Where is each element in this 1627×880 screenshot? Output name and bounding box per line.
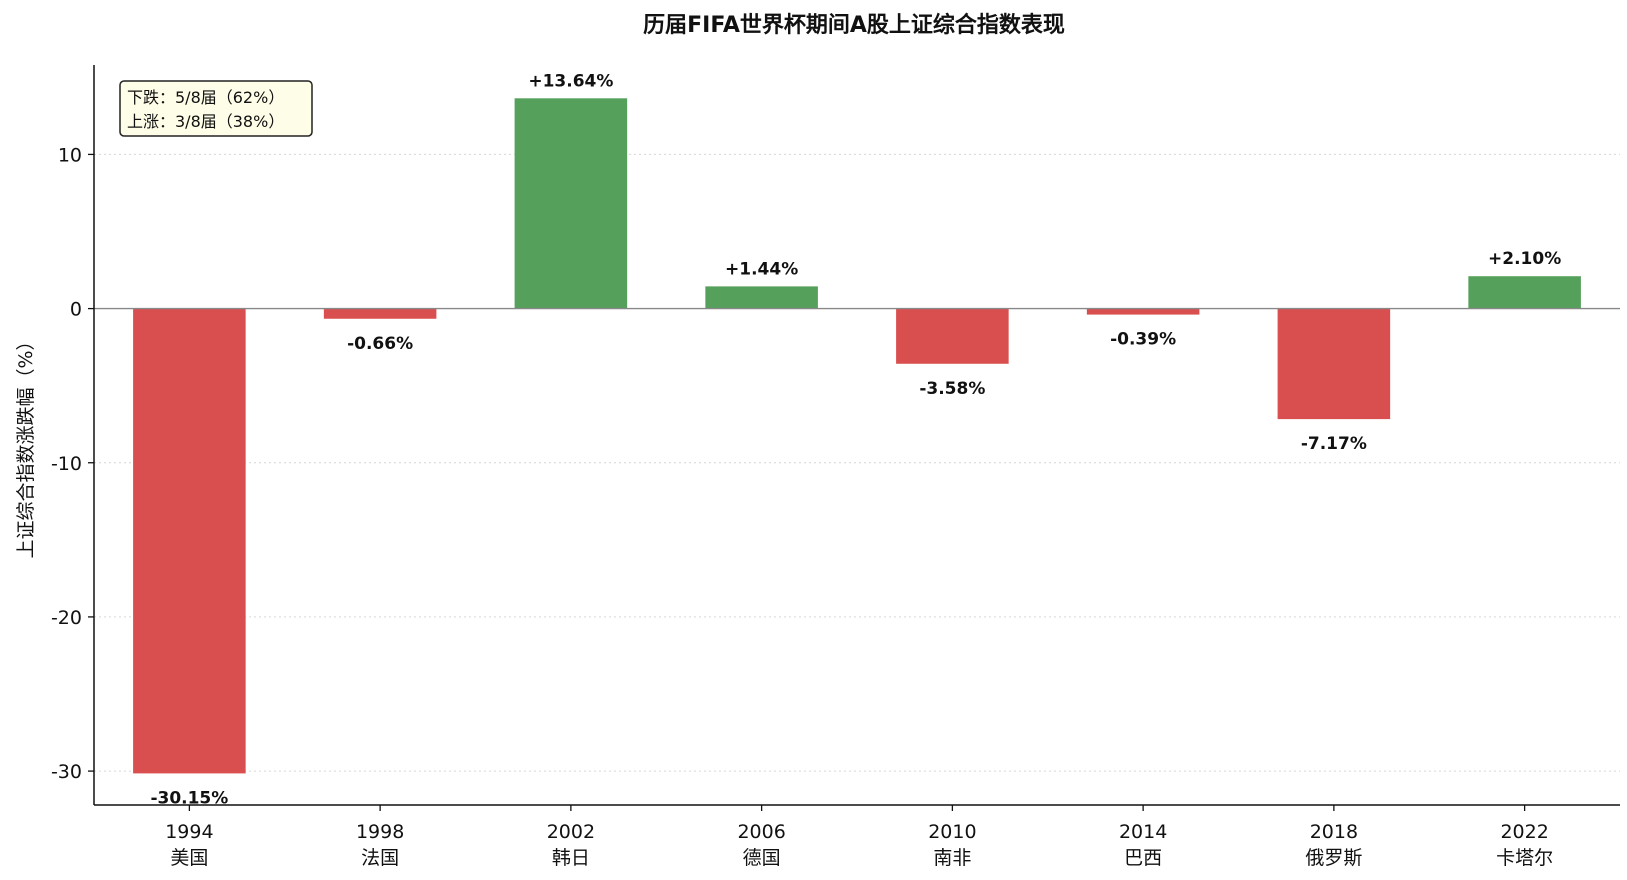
value-label-2010: -3.58% [919,379,985,399]
y-tick-label-4: -30 [51,761,82,783]
value-label-2022: +2.10% [1488,249,1561,269]
x-tick-year-1998: 1998 [356,821,404,843]
value-label-2014: -0.39% [1110,330,1176,350]
x-tick-host-2018: 俄罗斯 [1305,847,1362,869]
x-tick-host-2010: 南非 [933,847,971,869]
bars [133,98,1581,774]
bar-2002 [514,98,628,309]
x-tick-year-1994: 1994 [165,821,213,843]
y-tick-label-0: 10 [58,144,82,166]
legend-text-fall: 下跌：5/8届（62%） [127,88,284,107]
bar-2022 [1468,276,1581,309]
bar-1994 [133,308,246,774]
axes [93,65,1620,806]
x-tick-year-2022: 2022 [1500,821,1548,843]
x-tick-host-1994: 美国 [170,847,208,869]
chart-title: 历届FIFA世界杯期间A股上证综合指数表现 [643,12,1065,38]
y-tick-label-2: -10 [51,453,82,475]
value-label-2006: +1.44% [725,259,798,279]
y-tick-label-3: -20 [51,607,82,629]
y-axis-label: 上证综合指数涨跌幅（%） [15,331,37,558]
x-tick-year-2018: 2018 [1310,821,1358,843]
x-tick-year-2006: 2006 [737,821,785,843]
x-tick-year-2002: 2002 [547,821,595,843]
x-tick-labels: 1994 美国 1998 法国 2002 韩日 2006 德国 2010 南非 2014 巴西 2018… [165,805,1553,869]
x-tick-host-1998: 法国 [361,847,399,869]
x-tick-year-2014: 2014 [1119,821,1167,843]
legend-text-rise: 上涨：3/8届（38%） [127,112,284,131]
gridlines [94,153,1620,772]
x-tick-host-2022: 卡塔尔 [1496,847,1553,869]
value-label-2018: -7.17% [1301,434,1367,454]
value-label-1998: -0.66% [347,334,413,354]
bar-1998 [323,308,437,319]
x-tick-host-2006: 德国 [743,847,781,869]
x-tick-year-2010: 2010 [928,821,976,843]
value-labels: -30.15% -0.66% +13.64% +1.44% -3.58% -0.39% -7… [150,71,1561,808]
y-tick-label-1: 0 [70,299,82,321]
legend-box: 下跌：5/8届（62%） 上涨：3/8届（38%） [119,80,313,137]
x-tick-host-2014: 巴西 [1124,847,1162,869]
value-label-2002: +13.64% [528,71,613,91]
bar-2006 [705,286,818,309]
value-label-1994: -30.15% [150,788,228,808]
x-tick-host-2002: 韩日 [552,847,590,869]
bar-2010 [896,308,1009,364]
y-tick-labels: 10 0 -10 -20 -30 [51,144,94,783]
bar-2014 [1086,308,1200,315]
bar-2018 [1277,308,1391,420]
